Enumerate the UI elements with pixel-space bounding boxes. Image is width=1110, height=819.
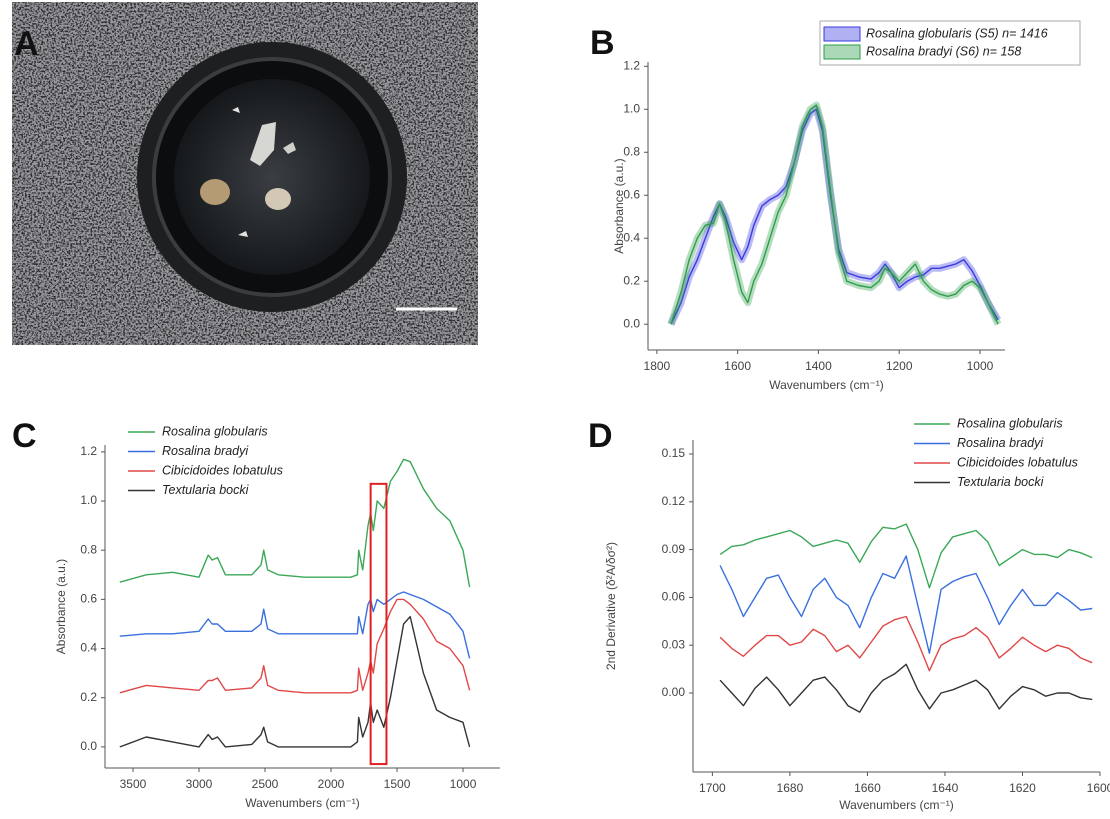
x-tick-label: 3500 xyxy=(120,777,147,791)
x-tick-label: 1680 xyxy=(777,781,804,795)
photo-panel: A xyxy=(12,2,478,345)
sample-fragment xyxy=(265,188,291,210)
series-line xyxy=(119,598,471,694)
y-tick-label: 0.2 xyxy=(623,273,640,287)
sample-fragment xyxy=(250,122,276,166)
y-tick-label: 1.0 xyxy=(80,493,97,507)
x-tick-label: 1500 xyxy=(384,777,411,791)
series-line xyxy=(719,523,1093,589)
series-line xyxy=(719,615,1093,672)
x-tick-label: 1200 xyxy=(886,359,913,373)
x-tick-label: 3000 xyxy=(186,777,213,791)
y-tick-label: 0.03 xyxy=(662,637,686,651)
x-tick-label: 1700 xyxy=(699,781,726,795)
series-band xyxy=(667,101,1002,326)
y-tick-label: 0.6 xyxy=(80,592,97,606)
x-axis-title: Wavenumbers (cm⁻¹) xyxy=(839,798,954,812)
x-tick-label: 1000 xyxy=(450,777,477,791)
y-tick-label: 0.0 xyxy=(623,316,640,330)
y-tick-label: 1.2 xyxy=(80,444,97,458)
legend-swatch xyxy=(823,44,861,60)
y-axis-title: Absorbance (a.u.) xyxy=(612,158,626,253)
chart-panel: B 0.0 0.2 0.4 0.6 0.8 1.0 1.2 1800 1600 1400 1200 10… xyxy=(590,20,1081,392)
x-tick-label: 1620 xyxy=(1009,781,1036,795)
panel-label: D xyxy=(588,417,613,455)
legend: Rosalina globularis (S5) n= 1416 Rosalina… xyxy=(819,20,1081,66)
series-line xyxy=(119,591,471,659)
x-tick-label: 1660 xyxy=(854,781,881,795)
x-tick-label: 2000 xyxy=(318,777,345,791)
legend-label: Textularia bocki xyxy=(162,483,250,497)
dish-window xyxy=(174,79,370,275)
y-tick-label: 0.06 xyxy=(662,590,686,604)
chart-panel: C 0.0 0.2 0.4 0.6 0.8 1.0 1.2 3500 3000 2500 2000 15… xyxy=(12,417,500,810)
y-tick-label: 0.2 xyxy=(80,690,97,704)
legend-label: Rosalina bradyi xyxy=(162,444,249,458)
x-tick-label: 1000 xyxy=(967,359,994,373)
legend-label: Cibicidoides lobatulus xyxy=(162,463,283,477)
legend: Rosalina globularis Rosalina bradyi Cibici… xyxy=(128,424,283,497)
x-tick-label: 1600 xyxy=(724,359,751,373)
y-tick-label: 1.2 xyxy=(623,58,640,72)
legend-frame xyxy=(819,20,1081,66)
chart-panel: D 0.00 0.03 0.06 0.09 0.12 0.15 1700 1680 1660 164… xyxy=(588,416,1110,812)
panel-label: C xyxy=(12,417,37,455)
y-tick-label: 0.09 xyxy=(662,542,686,556)
panel-label: B xyxy=(590,24,615,62)
y-tick-label: 0.0 xyxy=(80,739,97,753)
legend-label: Rosalina globularis (S5) n= 1416 xyxy=(866,26,1048,40)
y-tick-label: 0.00 xyxy=(662,685,686,699)
legend-label: Cibicidoides lobatulus xyxy=(957,455,1078,469)
legend-label: Rosalina bradyi (S6) n= 158 xyxy=(866,44,1021,58)
legend: Rosalina globularis Rosalina bradyi Cibici… xyxy=(914,416,1078,489)
x-tick-label: 1400 xyxy=(805,359,832,373)
x-axis-title: Wavenumbers (cm⁻¹) xyxy=(245,796,360,810)
legend-label: Rosalina globularis xyxy=(957,416,1063,430)
y-axis-title: Absorbance (a.u.) xyxy=(54,559,68,654)
sample-fragment xyxy=(283,142,296,154)
legend-label: Textularia bocki xyxy=(957,475,1045,489)
x-axis-title: Wavenumbers (cm⁻¹) xyxy=(769,378,884,392)
sample-fragment xyxy=(200,179,230,205)
y-tick-label: 0.15 xyxy=(662,446,686,460)
x-tick-label: 1600 xyxy=(1087,781,1110,795)
y-tick-label: 0.8 xyxy=(623,144,640,158)
legend-label: Rosalina bradyi xyxy=(957,436,1044,450)
panel-label: A xyxy=(14,25,39,63)
y-tick-label: 1.0 xyxy=(623,101,640,115)
y-axis-title: 2nd Derivative (δ²A/δσ²) xyxy=(604,542,618,670)
x-tick-label: 2500 xyxy=(252,777,279,791)
y-tick-label: 0.8 xyxy=(80,542,97,556)
series-line xyxy=(119,458,471,588)
series-line xyxy=(119,615,471,748)
series-line xyxy=(719,663,1093,713)
highlight-box xyxy=(369,482,388,766)
y-tick-label: 0.6 xyxy=(623,187,640,201)
y-tick-label: 0.12 xyxy=(662,494,686,508)
legend-label: Rosalina globularis xyxy=(162,424,268,438)
series-line xyxy=(719,555,1093,654)
x-tick-label: 1640 xyxy=(932,781,959,795)
series-line xyxy=(670,104,999,325)
y-tick-label: 0.4 xyxy=(80,641,97,655)
legend-swatch xyxy=(823,26,861,42)
y-tick-label: 0.4 xyxy=(623,230,640,244)
x-tick-label: 1800 xyxy=(644,359,671,373)
